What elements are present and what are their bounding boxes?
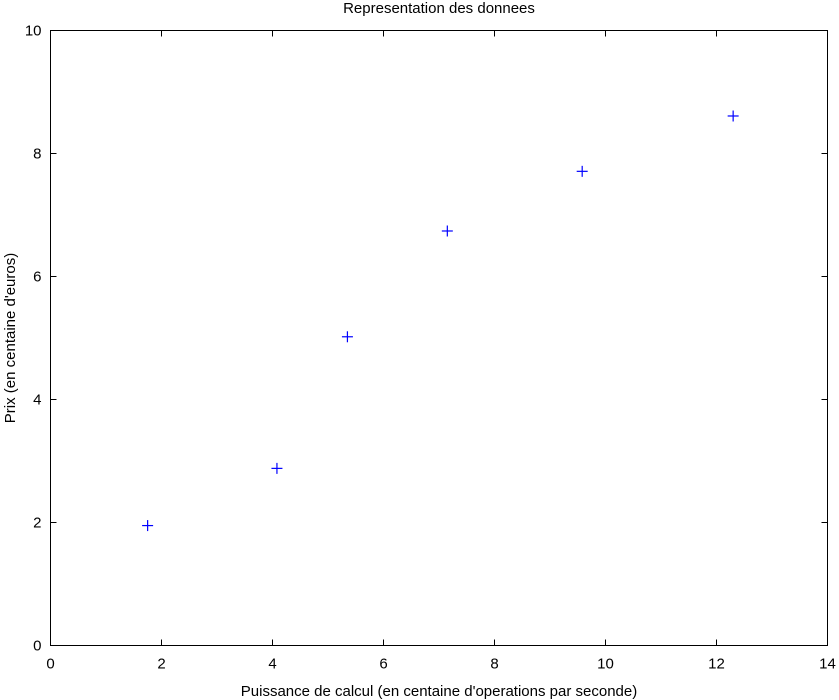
y-tick-label: 10 (25, 23, 42, 40)
chart-title: Representation des donnees (343, 0, 535, 17)
x-axis-label: Puissance de calcul (en centaine d'opera… (241, 683, 637, 700)
x-tick-label: 0 (46, 656, 54, 673)
data-point-marker (441, 225, 453, 237)
x-tick-label: 6 (379, 656, 387, 673)
x-axis: 0 2 4 6 8 10 12 14 (46, 30, 836, 673)
y-tick-label: 6 (33, 269, 41, 286)
data-point-marker (576, 165, 588, 177)
data-point-marker (142, 520, 154, 532)
x-tick-label: 4 (268, 656, 276, 673)
data-point-marker (271, 462, 283, 474)
y-tick-label: 4 (33, 392, 41, 409)
y-axis: 0 2 4 6 8 10 (25, 23, 828, 655)
x-tick-label: 14 (819, 656, 836, 673)
y-tick-label: 2 (33, 515, 41, 532)
data-points (142, 110, 739, 532)
x-tick-label: 2 (157, 656, 165, 673)
y-tick-label: 8 (33, 146, 41, 163)
plot-frame (50, 30, 828, 646)
x-tick-label: 12 (708, 656, 725, 673)
x-tick-label: 8 (490, 656, 498, 673)
y-axis-label: Prix (en centaine d'euros) (2, 253, 19, 423)
data-point-marker (727, 110, 739, 122)
y-tick-label: 0 (33, 638, 41, 655)
data-point-marker (341, 331, 353, 343)
x-tick-label: 10 (597, 656, 614, 673)
